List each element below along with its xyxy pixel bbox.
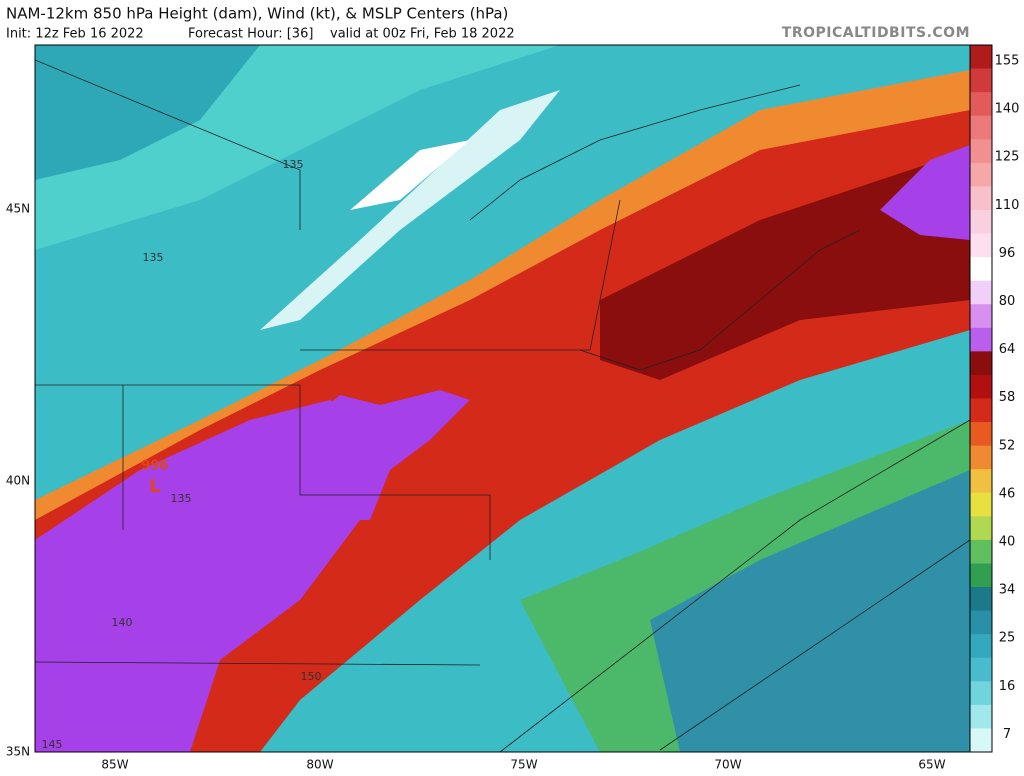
contour-label: 145 (42, 738, 63, 751)
colorbar-swatch (970, 539, 992, 564)
colorbar-swatch (970, 704, 992, 729)
colorbar-label: 110 (995, 198, 1020, 213)
colorbar-swatch (970, 304, 992, 329)
colorbar-swatch (970, 422, 992, 447)
colorbar-label: 125 (995, 150, 1020, 165)
colorbar-label: 58 (999, 390, 1016, 405)
contour-label: 135 (283, 158, 304, 171)
site-name: TROPICALTIDBITS.COM (782, 25, 970, 41)
colorbar-swatch (970, 92, 992, 117)
colorbar-swatch (970, 610, 992, 635)
colorbar-swatch (970, 587, 992, 612)
colorbar-swatch (970, 657, 992, 682)
lon-label: 65W (918, 758, 945, 772)
colorbar-swatch (970, 162, 992, 187)
colorbar-label: 25 (999, 631, 1016, 646)
colorbar-swatch (970, 469, 992, 494)
colorbar-swatch (970, 233, 992, 258)
colorbar-label: 40 (999, 535, 1016, 550)
colorbar-swatch (970, 516, 992, 541)
lat-label: 45N (6, 202, 30, 216)
colorbar-swatch (970, 634, 992, 659)
colorbar-swatch (970, 209, 992, 235)
contour-label: 135 (171, 492, 192, 505)
lon-label: 80W (306, 758, 333, 772)
lon-label: 75W (510, 758, 537, 772)
low-symbol: L (149, 476, 160, 497)
colorbar-label: 52 (999, 438, 1016, 453)
lat-label: 35N (6, 745, 30, 759)
map: 135 135 135 140 150 145 996 L (34, 44, 971, 753)
colorbar-swatch (970, 45, 992, 70)
colorbar: 155 140 125 110 96 80 64 58 52 46 40 34 25 16 7 (969, 44, 1020, 753)
init-time: Init: 12z Feb 16 2022 (6, 27, 144, 42)
colorbar-swatch (970, 398, 992, 423)
colorbar-label: 16 (999, 679, 1016, 694)
colorbar-label: 80 (999, 294, 1016, 309)
title: NAM-12km 850 hPa Height (dam), Wind (kt)… (6, 5, 508, 23)
contour-label: 150 (301, 670, 322, 683)
colorbar-label: 140 (995, 102, 1020, 117)
colorbar-swatch (970, 115, 992, 140)
colorbar-label: 7 (1003, 727, 1011, 742)
colorbar-label: 34 (999, 583, 1016, 598)
colorbar-swatch (970, 492, 992, 517)
colorbar-swatch (970, 186, 992, 211)
forecast-hour: Forecast Hour: [36] (188, 27, 313, 42)
colorbar-swatch (970, 139, 992, 164)
colorbar-label: 64 (999, 342, 1016, 357)
colorbar-frame (969, 44, 993, 753)
colorbar-swatch (970, 327, 992, 352)
contour-label: 135 (143, 251, 164, 264)
pressure-value: 996 (141, 459, 168, 474)
colorbar-swatch (970, 728, 992, 753)
valid-time: valid at 00z Fri, Feb 18 2022 (330, 27, 515, 42)
lon-label: 85W (101, 758, 128, 772)
colorbar-swatch (970, 563, 992, 588)
colorbar-label: 96 (999, 246, 1016, 261)
colorbar-label: 155 (995, 54, 1020, 69)
colorbar-swatch (970, 445, 992, 470)
contour-label: 140 (112, 616, 133, 629)
colorbar-swatch (970, 351, 992, 376)
lon-label: 70W (714, 758, 741, 772)
colorbar-swatch (970, 280, 992, 305)
colorbar-swatch (970, 257, 992, 282)
colorbar-swatch (970, 68, 992, 93)
colorbar-swatch (970, 681, 992, 706)
lat-label: 40N (6, 474, 30, 488)
colorbar-label: 46 (999, 486, 1016, 501)
colorbar-swatch (970, 374, 992, 399)
